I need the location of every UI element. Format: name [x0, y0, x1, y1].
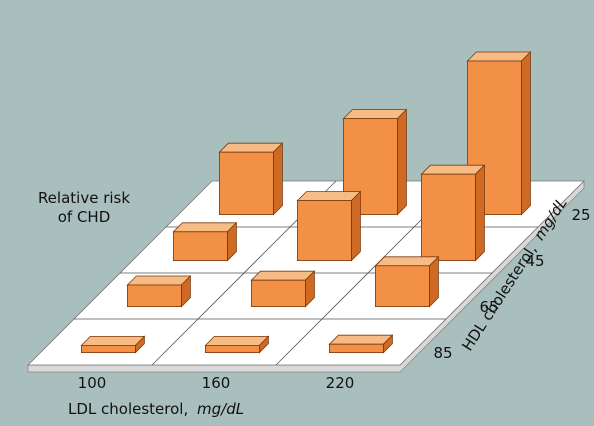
- x-tick-label: 100: [78, 374, 107, 392]
- bar-top: [420, 164, 486, 175]
- y-tick-label: 65: [479, 298, 498, 316]
- y-tick-labels: 85 65 45 25: [433, 206, 590, 362]
- bar-top: [172, 222, 238, 233]
- bar-top: [218, 142, 284, 153]
- y-tick-label: 85: [433, 344, 452, 362]
- chart-title-line-1: Relative risk: [38, 189, 130, 207]
- x-axis-label: LDL cholesterol,: [68, 400, 188, 418]
- bar-top: [80, 335, 146, 346]
- bar: [80, 335, 146, 354]
- bar: [296, 190, 362, 262]
- x-tick-label: 160: [202, 374, 231, 392]
- bar-side: [272, 142, 283, 216]
- bar-top: [466, 51, 532, 62]
- bar-side: [428, 255, 439, 308]
- bar-front: [328, 343, 384, 354]
- bar-front: [81, 344, 136, 353]
- y-tick-label: 45: [525, 252, 544, 270]
- y-tick-label: 25: [571, 206, 590, 224]
- bar-side: [521, 51, 531, 216]
- x-tick-labels: 100 160 220: [78, 374, 355, 392]
- x-axis-unit: mg/dL: [197, 400, 244, 418]
- bar-top: [328, 334, 394, 345]
- bar-front: [374, 265, 430, 307]
- bar-top: [126, 275, 192, 286]
- bar: [420, 164, 486, 262]
- bar-top: [296, 191, 362, 202]
- bar: [126, 275, 192, 308]
- x-axis-title: LDL cholesterol, mg/dL: [68, 400, 244, 418]
- bar-top: [374, 256, 440, 267]
- bar-side: [474, 164, 485, 262]
- bar-front: [296, 200, 352, 262]
- bar: [218, 142, 284, 216]
- bar-side: [396, 108, 407, 216]
- bar-front: [420, 173, 476, 261]
- bar: [172, 221, 238, 262]
- bars-group: [80, 51, 532, 354]
- bar-top: [204, 335, 270, 346]
- bar: [328, 334, 394, 354]
- bar-front: [218, 151, 274, 215]
- bar-front: [127, 284, 182, 308]
- bar-front: [250, 279, 306, 308]
- bar-front: [204, 344, 260, 353]
- bar-top: [250, 270, 316, 281]
- x-tick-label: 220: [326, 374, 355, 392]
- bar: [374, 255, 440, 308]
- bar-side: [350, 190, 361, 262]
- chart-title-line-2: of CHD: [58, 208, 111, 226]
- bar-front: [172, 231, 228, 262]
- bar: [204, 335, 270, 354]
- bar: [250, 270, 316, 308]
- bar-top: [342, 109, 408, 119]
